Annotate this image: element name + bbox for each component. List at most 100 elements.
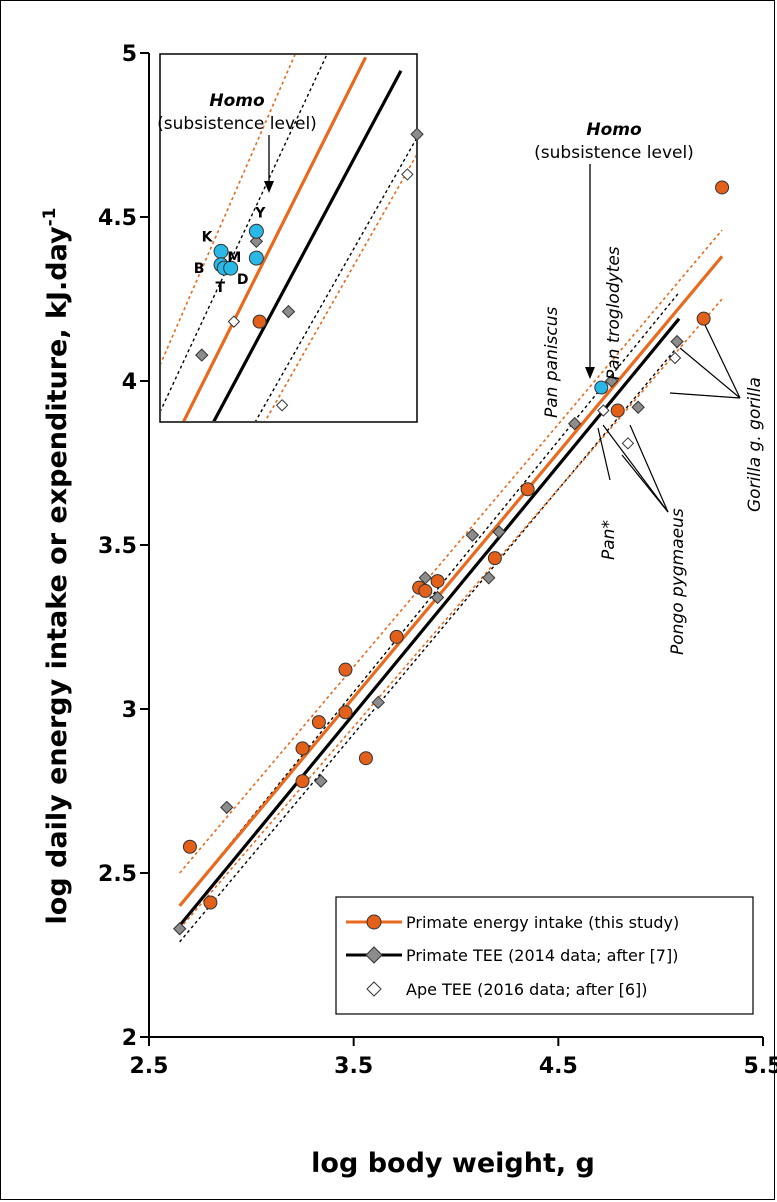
inset-homo-label: Homo (209, 91, 265, 111)
inset-homo-point-label: M (227, 250, 241, 266)
tee-regression-line (178, 317, 681, 927)
ape-tee-point (668, 351, 682, 365)
pan-troglodytes-label: Pan troglodytes (604, 246, 624, 380)
x-tick-label: 2.5 (130, 1054, 169, 1079)
inset-tee-upper-ci (161, 55, 328, 412)
inset-ape-tee-point (401, 168, 414, 181)
intake-point (311, 715, 326, 730)
legend-box (335, 896, 754, 1015)
legend: Primate energy intake (this study) Prima… (335, 896, 754, 1015)
inset-ape-tee-point (227, 315, 241, 328)
y-tick-label: 2 (122, 1026, 137, 1051)
tee-point (371, 695, 385, 710)
inset-homo-arrowhead (264, 181, 274, 193)
tee-point (418, 571, 433, 585)
x-tick-label: 5.5 (744, 1054, 777, 1079)
ape-tee-point (597, 404, 610, 417)
tee-point (220, 800, 234, 815)
legend-intake-marker (366, 914, 382, 930)
tee-point (567, 416, 582, 431)
tee-point (172, 922, 187, 936)
inset-lines (161, 55, 416, 421)
y-tick-label: 5 (122, 42, 137, 67)
tee-point (314, 774, 328, 788)
intake-point (487, 551, 502, 566)
legend-tee-label: Primate TEE (2014 data; after [7]) (406, 946, 678, 965)
legend-ape-marker (366, 981, 382, 997)
intake-point (295, 741, 310, 756)
intake-point (338, 705, 353, 720)
inset-homo-point-label: D (237, 272, 249, 288)
tee-point (430, 590, 445, 605)
intake-point (520, 482, 535, 497)
inset-frame (159, 53, 418, 423)
inset-homo-point (248, 250, 264, 266)
intake-point (430, 574, 445, 589)
homo-label: Homo (586, 120, 642, 140)
inset-homo-point (248, 223, 264, 239)
y-axis-label: log daily energy intake or expenditure, … (40, 208, 73, 925)
y-tick-label: 4 (122, 370, 137, 395)
inset-tee-point (195, 348, 209, 362)
tee-point (482, 571, 496, 585)
legend-ape-label: Ape TEE (2016 data; after [6]) (406, 980, 648, 999)
x-tick-label: 4.5 (539, 1054, 578, 1079)
intake-point (715, 180, 730, 195)
legend-intake-label: Primate energy intake (this study) (406, 913, 679, 932)
intake-point (295, 774, 310, 789)
inset-homo-sublabel: (subsistence level) (157, 114, 317, 134)
inset-tee-point (410, 127, 424, 141)
inset-intake-lower-ci (264, 154, 416, 421)
inset-intake-upper-ci (161, 55, 296, 365)
data-points (172, 180, 730, 936)
intake-point (338, 662, 353, 677)
intake-point (182, 839, 197, 854)
pongo-label: Pongo pygmaeus (668, 508, 688, 655)
inset-homo-point (213, 243, 229, 259)
tee-point (492, 525, 506, 539)
pan-star-label: Pan* (599, 520, 619, 560)
inset-homo-point (223, 260, 239, 276)
inset-tee-point (281, 304, 296, 319)
intake-upper-ci-line (179, 229, 723, 874)
y-tick-label: 4.5 (98, 206, 137, 231)
homo-point (594, 380, 609, 395)
intake-point (358, 751, 373, 766)
homo-arrowhead (585, 367, 595, 379)
y-tick-label: 3 (122, 698, 137, 723)
tee-point (604, 374, 619, 388)
regression-lines (178, 229, 724, 943)
tee-lower-ci-line (179, 344, 680, 943)
intake-point (696, 311, 711, 326)
pan-paniscus-label: Pan paniscus (542, 306, 562, 418)
inset-tee-lower-ci (254, 137, 416, 421)
intake-point (418, 583, 433, 598)
inset-homo-point-label: T (215, 280, 225, 296)
ape-tee-point (621, 437, 635, 450)
tee-point (631, 400, 645, 414)
y-tick-label: 2.5 (98, 862, 137, 887)
inset-homo-point-label: Y (254, 205, 266, 221)
tee-point (465, 528, 480, 542)
inset-tee-line (212, 69, 403, 421)
homo-sublabel: (subsistence level) (534, 143, 694, 163)
intake-point (610, 403, 625, 418)
inset-intake-point (252, 314, 267, 329)
x-tick-label: 3.5 (334, 1054, 373, 1079)
intake-regression-line (178, 255, 724, 907)
inset-homo-point-label: K (202, 229, 214, 245)
gorilla-label: Gorilla g. gorilla (745, 377, 765, 512)
x-axis-label: log body weight, g (311, 1148, 595, 1179)
inset-ape-tee-point (275, 399, 289, 412)
inset-homo-point-label: B (194, 261, 205, 277)
y-tick-label: 3.5 (98, 534, 137, 559)
tee-point (670, 334, 684, 349)
intake-lower-ci-line (179, 298, 723, 930)
intake-point (389, 629, 404, 644)
inset-tee-point (249, 234, 264, 249)
pointer-lines (597, 324, 741, 513)
axis-ticks: 2 2.5 3 3.5 4 4.5 5 2.5 3.5 4.5 5.5 (98, 42, 777, 1079)
legend-tee-marker (365, 946, 383, 964)
